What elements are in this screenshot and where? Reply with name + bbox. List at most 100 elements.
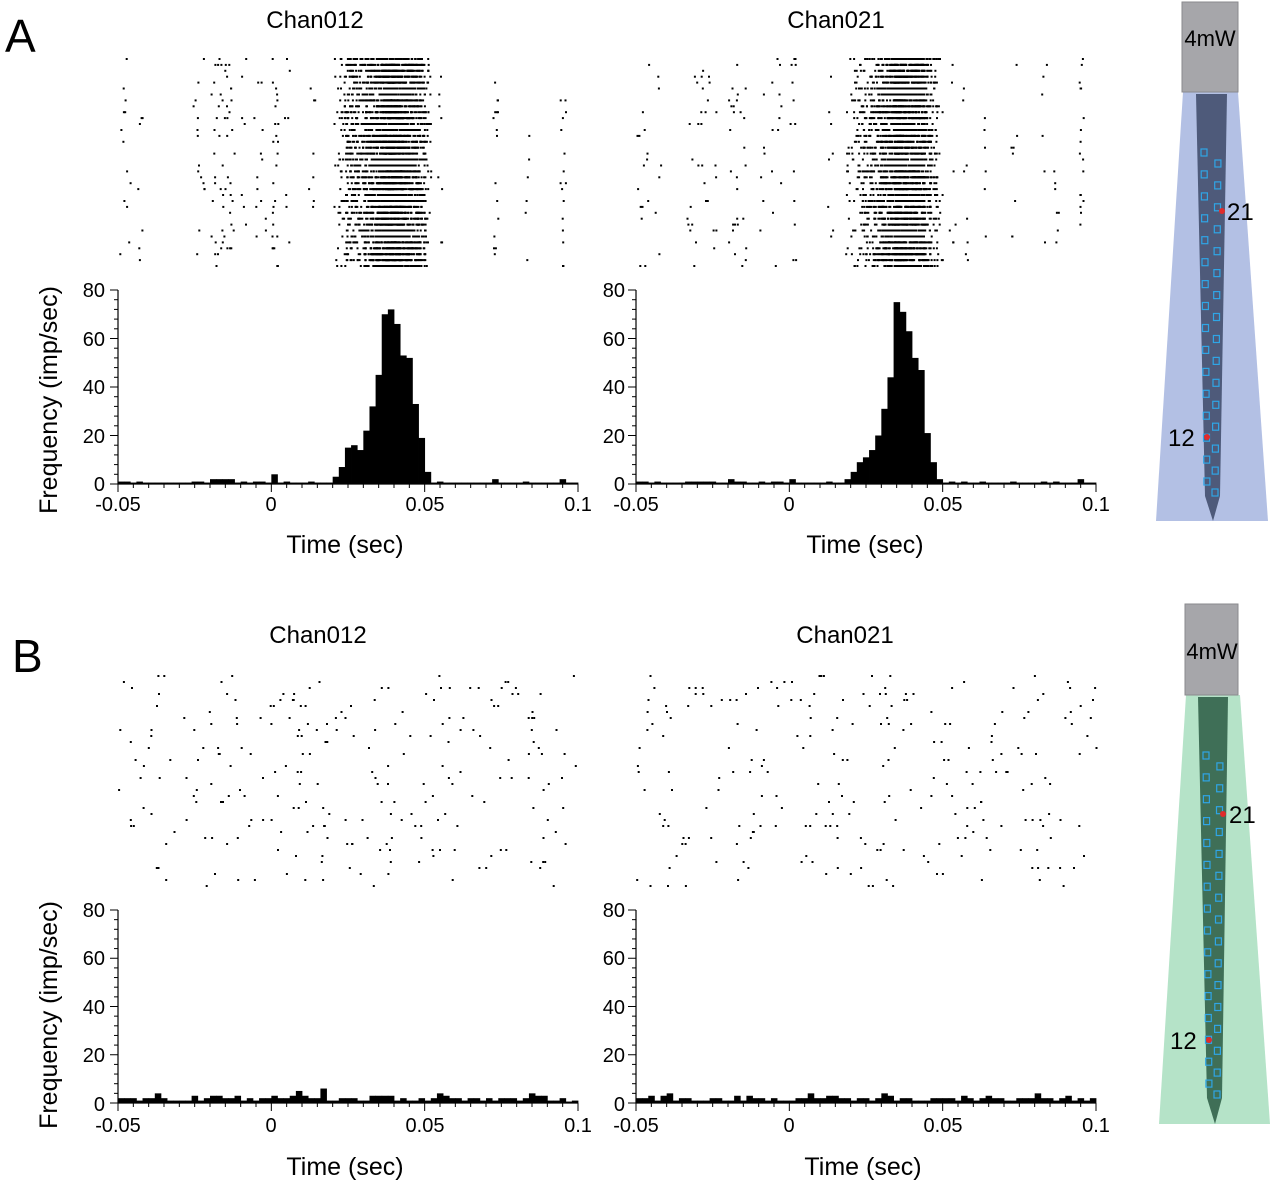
histogram-bar [320,482,327,484]
spike-dot [141,229,144,232]
spike-dot [390,63,392,66]
spike-dot [374,117,377,120]
spike-dot [427,241,429,244]
spike-dot [348,58,351,60]
spike-dot [396,158,399,161]
spike-dot [561,217,564,220]
spike-dot [358,164,361,167]
spike-dot [392,200,394,202]
spike-dot [778,117,781,120]
spike-dot [395,164,398,167]
spike-dot [340,63,343,66]
spike-dot [382,176,385,179]
spike-dot [422,134,425,137]
spike-dot [338,117,341,120]
spike-dot [356,176,359,179]
spike-dot [226,75,229,78]
spike-dot [312,152,315,155]
spike-dot [388,194,390,196]
spike-dot [403,205,406,208]
spike-dot [424,223,427,226]
spike-dot [346,164,349,167]
spike-dot [877,111,880,114]
spike-dot [389,247,392,250]
spike-dot [423,123,426,125]
spike-dot [358,99,361,102]
spike-dot [376,99,378,102]
spike-dot [400,211,403,214]
spike-dot [372,217,375,220]
spike-dot [404,93,407,96]
spike-dot [793,223,796,226]
spike-dot [392,158,395,161]
spike-dot [779,63,781,66]
spike-dot [203,188,206,191]
spike-dot [376,152,378,155]
spike-dot [394,152,397,155]
spike-dot [335,259,338,262]
spike-dot [876,265,879,267]
spike-dot [866,87,869,90]
spike-dot [395,188,397,191]
spike-dot [383,111,386,114]
spike-dot [373,99,376,102]
spike-dot [365,223,368,226]
spike-dot [396,182,399,185]
spike-dot [392,170,395,173]
histogram-bar [461,482,468,484]
spike-dot [410,170,413,173]
histogram-bar [406,357,413,484]
spike-dot [365,241,368,244]
spike-dot [398,241,401,244]
spike-dot [365,111,367,114]
spike-dot [219,93,222,96]
spike-dot [658,176,661,179]
spike-dot [352,58,355,60]
spike-dot [370,170,373,173]
histogram-bar [375,374,383,485]
spike-dot [345,134,347,137]
spike-dot [363,223,366,226]
spike-dot [382,217,385,220]
spike-dot [426,164,429,167]
spike-dot [421,217,423,220]
spike-dot [418,188,421,191]
spike-dot [397,217,400,220]
spike-dot [421,63,424,66]
spike-dot [762,93,765,96]
spike-dot [877,75,880,78]
spike-dot [880,123,883,125]
spike-dot [388,265,391,267]
spike-dot [389,164,392,167]
spike-dot [347,223,349,226]
spike-dot [372,123,375,125]
spike-dot [417,211,420,214]
spike-dot [368,69,371,72]
histogram-bar [265,482,272,484]
spike-dot [856,265,859,267]
spike-dot [382,211,385,214]
spike-dot [417,247,420,250]
spike-dot [396,194,399,196]
spike-dot [430,170,433,173]
spike-dot [352,259,355,262]
spike-dot [418,158,421,161]
spike-dot [396,105,398,108]
spike-dot [218,134,221,137]
psth-histogram [110,289,579,492]
spike-dot [859,253,862,256]
spike-dot [885,205,888,208]
spike-dot [408,117,411,120]
spike-dot [391,259,393,262]
spike-dot [830,123,833,125]
spike-dot [379,87,382,90]
spike-dot [419,99,422,102]
spike-dot [357,253,360,256]
spike-dot [273,247,276,250]
spike-dot [794,63,797,66]
spike-dot [386,134,389,137]
spike-dot [734,223,736,226]
spike-dot [211,200,214,202]
spike-dot [399,188,401,191]
spike-dot [398,194,401,196]
